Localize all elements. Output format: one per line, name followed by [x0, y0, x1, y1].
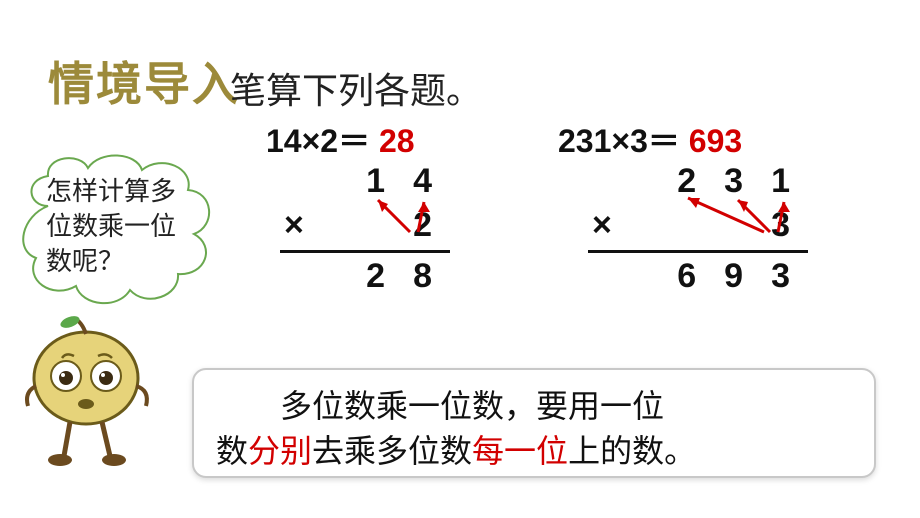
rule-hl1: 分别	[248, 433, 312, 469]
rule-l2c: 上的数。	[568, 433, 696, 469]
rule-l2b: 去乘多位数	[312, 433, 472, 469]
col2-top-d1: 2	[677, 162, 696, 201]
col1-top-d1: 1	[366, 162, 385, 201]
rule-line1: 多位数乘一位数，要用一位	[280, 388, 664, 424]
col1-top-d2: 4	[413, 162, 432, 201]
equation-1-lhs: 14×2＝	[266, 123, 370, 159]
multiply-sign: ×	[280, 206, 316, 245]
col1-multiplier: 2	[413, 206, 432, 245]
col1-res-d2: 8	[413, 257, 432, 296]
col2-top-d3: 1	[771, 162, 790, 201]
equation-1-answer: 28	[379, 123, 415, 159]
equation-2: 231×3＝ 693	[558, 116, 742, 162]
col1-res-d1: 2	[366, 257, 385, 296]
equation-1: 14×2＝ 28	[266, 116, 415, 162]
rule-hl2: 每一位	[472, 433, 568, 469]
equation-2-lhs: 231×3＝	[558, 123, 680, 159]
column-mult-2: 2 3 1 × 3 6 9 3	[588, 160, 808, 297]
rule-box: 多位数乘一位数，要用一位 数分别去乘多位数每一位上的数。	[192, 368, 876, 478]
col2-res-d3: 3	[771, 257, 790, 296]
multiply-sign-2: ×	[588, 206, 624, 245]
column-mult-1: 1 4 × 2 2 8	[280, 160, 450, 297]
bubble-question: 怎样计算多位数乘一位数呢？	[46, 174, 196, 279]
equation-2-answer: 693	[689, 123, 742, 159]
col2-res-d2: 9	[724, 257, 743, 296]
col2-top-d2: 3	[724, 162, 743, 201]
col2-res-d1: 6	[677, 257, 696, 296]
section-title: 情境导入	[48, 48, 240, 114]
apple-character-icon	[24, 316, 154, 476]
col2-multiplier: 3	[771, 206, 790, 245]
instruction-text: 笔算下列各题。	[230, 62, 482, 114]
thought-bubble: 怎样计算多位数乘一位数呢？	[18, 146, 218, 316]
rule-l2a: 数	[216, 433, 248, 469]
